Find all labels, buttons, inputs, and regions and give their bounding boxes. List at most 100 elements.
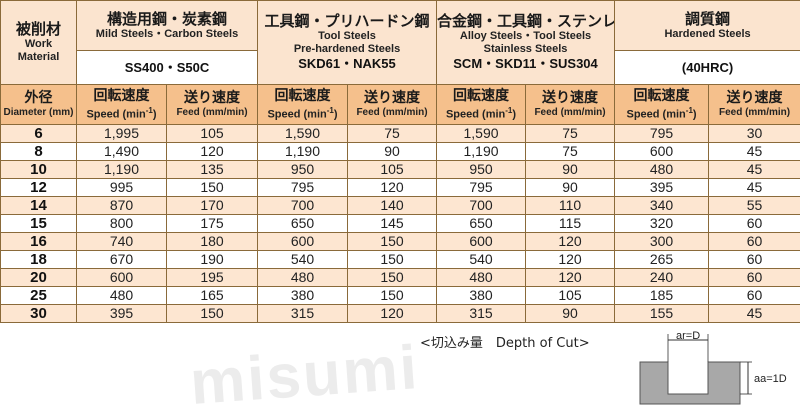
speed-cell: 670 xyxy=(76,250,167,269)
speed-en: Speed (min-1) xyxy=(78,104,166,122)
speed-cell: 1,190 xyxy=(76,160,167,179)
speed-jp: 回転速度 xyxy=(633,87,690,104)
diameter-cell: 15 xyxy=(0,214,77,233)
depth-of-cut-diagram: ar=D aa=1D xyxy=(639,330,787,405)
speed-en-text: Speed (min xyxy=(445,108,506,121)
table-row: 25 480 165 380 150 380 105 185 60 xyxy=(0,286,800,305)
feed-cell: 55 xyxy=(708,196,800,215)
speed-cell: 265 xyxy=(614,250,710,269)
speed-cell: 185 xyxy=(614,286,710,305)
speed-en-text: Speed (min xyxy=(86,108,146,121)
speed-cell: 1,490 xyxy=(76,142,167,161)
group-en: Alloy Steels・Tool Steels xyxy=(459,30,592,42)
feed-cell: 120 xyxy=(166,142,258,161)
speed-cell: 1,590 xyxy=(436,124,527,143)
feed-cell: 120 xyxy=(346,178,438,197)
group-jp: 構造用鋼・炭素鋼 xyxy=(106,9,227,28)
diameter-header: 外径 Diameter (mm) xyxy=(0,84,77,125)
speed-cell: 740 xyxy=(76,232,167,251)
work-material-header: 被削材 Work Material xyxy=(0,0,77,85)
table-row: 18 670 190 540 150 540 120 265 60 xyxy=(0,250,800,269)
feed-cell: 150 xyxy=(346,250,438,269)
speed-header: 回転速度 Speed (min-1) xyxy=(614,84,710,125)
feed-cell: 190 xyxy=(166,250,258,269)
speed-cell: 480 xyxy=(257,268,348,287)
speed-en-sup: -1 xyxy=(505,105,513,115)
diameter-cell: 18 xyxy=(0,250,77,269)
speed-cell: 395 xyxy=(614,178,710,197)
table-row: 12 995 150 795 120 795 90 395 45 xyxy=(0,178,800,197)
speed-en-end: ) xyxy=(152,108,157,121)
feed-cell: 140 xyxy=(346,196,438,215)
speed-cell: 155 xyxy=(614,304,710,323)
speed-cell: 950 xyxy=(257,160,348,179)
speed-cell: 540 xyxy=(436,250,527,269)
feed-cell: 45 xyxy=(708,142,800,161)
speed-cell: 395 xyxy=(76,304,167,323)
diameter-cell: 25 xyxy=(0,286,77,305)
group-en: Pre-hardened Steels xyxy=(293,43,401,55)
speed-en-sup: -1 xyxy=(326,105,334,115)
group-grade: SS400・S50C xyxy=(124,59,210,75)
speed-header: 回転速度 Speed (min-1) xyxy=(257,84,348,125)
group-en: Hardened Steels xyxy=(664,27,751,40)
speed-cell: 380 xyxy=(436,286,527,305)
work-material-jp: 被削材 xyxy=(15,20,61,38)
feed-cell: 90 xyxy=(525,160,616,179)
speed-cell: 870 xyxy=(76,196,167,215)
feed-cell: 150 xyxy=(346,232,438,251)
speed-cell: 1,995 xyxy=(76,124,167,143)
cutting-conditions-table: 被削材 Work Material 構造用鋼・炭素鋼 Mild Steels・C… xyxy=(0,0,800,323)
speed-cell: 795 xyxy=(436,178,527,197)
group-en: Mild Steels・Carbon Steels xyxy=(95,27,239,40)
speed-cell: 600 xyxy=(614,142,710,161)
grade-mild-steels: SS400・S50C xyxy=(76,50,258,85)
group-header-hardened-steels: 調質鋼 Hardened Steels xyxy=(614,0,800,51)
feed-cell: 90 xyxy=(346,142,438,161)
feed-cell: 45 xyxy=(708,160,800,179)
table-row: 16 740 180 600 150 600 120 300 60 xyxy=(0,232,800,251)
group-grade: SKD61・NAK55 xyxy=(298,56,396,71)
speed-en-text: Speed (min xyxy=(626,108,686,121)
speed-jp: 回転速度 xyxy=(274,87,331,104)
feed-header: 送り速度 Feed (mm/min) xyxy=(525,84,616,125)
speed-en-end: ) xyxy=(333,108,338,121)
speed-en: Speed (min-1) xyxy=(438,104,525,122)
work-material-en-2: Material xyxy=(17,51,60,63)
feed-cell: 75 xyxy=(525,142,616,161)
feed-cell: 115 xyxy=(525,214,616,233)
feed-cell: 45 xyxy=(708,304,800,323)
speed-jp: 回転速度 xyxy=(93,87,150,104)
table-row: 20 600 195 480 150 480 120 240 60 xyxy=(0,268,800,287)
feed-cell: 150 xyxy=(346,268,438,287)
diameter-cell: 14 xyxy=(0,196,77,215)
speed-en-end: ) xyxy=(512,108,517,121)
grade-hardened-steels: (40HRC) xyxy=(614,50,800,85)
speed-cell: 1,590 xyxy=(257,124,348,143)
speed-cell: 315 xyxy=(436,304,527,323)
feed-cell: 60 xyxy=(708,268,800,287)
diameter-cell: 30 xyxy=(0,304,77,323)
table-row: 14 870 170 700 140 700 110 340 55 xyxy=(0,196,800,215)
diameter-jp: 外径 xyxy=(24,90,53,106)
speed-en-sup: -1 xyxy=(145,105,153,115)
feed-cell: 90 xyxy=(525,178,616,197)
feed-cell: 175 xyxy=(166,214,258,233)
feed-cell: 105 xyxy=(525,286,616,305)
feed-en: Feed (mm/min) xyxy=(718,107,791,118)
speed-en: Speed (min-1) xyxy=(259,104,347,122)
speed-en-text: Speed (min xyxy=(267,108,327,121)
feed-cell: 90 xyxy=(525,304,616,323)
speed-cell: 340 xyxy=(614,196,710,215)
group-header-alloy-steels: 合金鋼・工具鋼・ステンレス鋼 Alloy Steels・Tool Steels … xyxy=(436,0,616,85)
feed-cell: 180 xyxy=(166,232,258,251)
work-material-en-1: Work xyxy=(24,38,53,50)
feed-header: 送り速度 Feed (mm/min) xyxy=(346,84,438,125)
speed-cell: 480 xyxy=(76,286,167,305)
speed-cell: 480 xyxy=(614,160,710,179)
feed-cell: 60 xyxy=(708,250,800,269)
speed-header: 回転速度 Speed (min-1) xyxy=(76,84,167,125)
speed-cell: 300 xyxy=(614,232,710,251)
watermark: misumi xyxy=(187,333,422,408)
diameter-cell: 16 xyxy=(0,232,77,251)
